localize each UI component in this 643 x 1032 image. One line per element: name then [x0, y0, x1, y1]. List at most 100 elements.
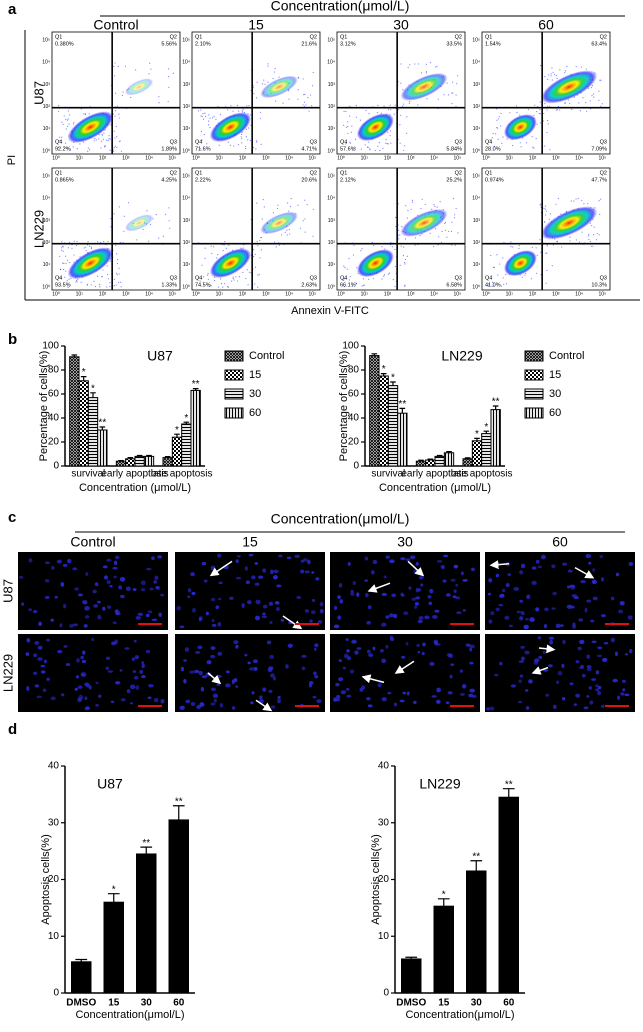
nucleus: [314, 675, 319, 679]
micrograph: [485, 552, 635, 630]
significance: *: [184, 413, 188, 424]
nucleus: [381, 697, 387, 702]
quadrant-name: Q3: [310, 275, 317, 281]
event-dot: [368, 113, 370, 115]
event-dot: [218, 144, 220, 146]
quadrant-name: Q4: [195, 139, 202, 145]
event-dot: [76, 148, 78, 150]
event-dot: [286, 229, 288, 231]
nucleus: [427, 595, 432, 599]
event-dot: [540, 64, 542, 67]
nucleus: [591, 640, 597, 644]
event-dot: [267, 65, 269, 67]
event-dot: [433, 245, 435, 248]
event-dot: [209, 126, 211, 129]
nucleus: [399, 699, 405, 703]
event-dot: [121, 94, 124, 97]
nucleus: [410, 555, 416, 560]
nucleus: [455, 583, 459, 587]
quadrant-name: Q4: [55, 139, 62, 145]
y-tick-label: 10²: [473, 104, 481, 110]
nucleus: [151, 556, 155, 561]
quadrant-name: Q1: [55, 170, 62, 176]
nucleus: [499, 661, 503, 666]
event-dot: [570, 200, 572, 202]
nucleus: [537, 636, 542, 640]
event-dot: [519, 142, 521, 144]
x-tick-label: 60: [173, 998, 185, 1009]
nucleus: [520, 563, 526, 569]
event-dot: [443, 94, 445, 96]
nucleus: [315, 577, 320, 581]
event-dot: [545, 210, 548, 212]
nucleus: [216, 553, 222, 558]
x-tick-label: 10¹: [361, 291, 369, 297]
arrow: [394, 660, 415, 674]
column-label: 15: [242, 534, 258, 550]
event-dot: [303, 105, 305, 107]
event-dot: [238, 110, 240, 112]
event-dot: [582, 97, 584, 99]
event-dot: [66, 119, 69, 121]
event-dot: [157, 237, 160, 239]
density-cloud: [400, 208, 448, 237]
event-dot: [124, 65, 127, 67]
nucleus: [120, 698, 126, 702]
nucleus: [465, 643, 471, 647]
event-dot: [282, 102, 284, 104]
event-dot: [592, 93, 595, 95]
nucleus: [34, 641, 40, 645]
quadrant-percent: 57.6%: [340, 146, 356, 152]
flow-plot: Q10.974%Q247.7%Q310.3%Q441.0%10⁰10⁰10¹10…: [472, 167, 611, 297]
nucleus: [548, 664, 553, 668]
event-dot: [453, 214, 456, 216]
nucleus: [537, 565, 543, 569]
y-tick-label: 10³: [473, 82, 481, 88]
nucleus: [447, 691, 453, 695]
event-dot: [127, 202, 130, 204]
legend-swatch: [224, 388, 244, 400]
event-dot: [525, 142, 528, 144]
nucleus: [621, 679, 626, 683]
quadrant-percent: 7.09%: [591, 146, 607, 152]
event-dot: [76, 244, 78, 247]
quadrant-name: Q1: [195, 34, 202, 40]
quadrant-percent: 2.63%: [301, 282, 317, 288]
event-dot: [256, 81, 258, 83]
event-dot: [112, 113, 114, 115]
y-tick-label: 10¹: [328, 262, 336, 268]
x-tick-label: 10⁴: [285, 291, 293, 297]
event-dot: [343, 279, 345, 281]
column-label: 30: [393, 17, 409, 33]
nucleus: [275, 606, 280, 612]
image-frame: [330, 634, 480, 712]
event-dot: [113, 65, 115, 67]
event-dot: [113, 75, 116, 77]
event-dot: [59, 139, 61, 142]
event-dot: [404, 258, 406, 261]
legend-swatch: [224, 407, 244, 419]
nucleus: [368, 653, 374, 657]
event-dot: [496, 254, 498, 256]
y-tick-label: 10¹: [183, 262, 191, 268]
nucleus: [487, 592, 491, 596]
event-dot: [500, 112, 502, 115]
nucleus: [82, 600, 88, 605]
y-tick-label: 20: [348, 437, 360, 448]
nucleus: [519, 674, 524, 678]
event-dot: [105, 139, 108, 141]
nucleus: [184, 647, 190, 652]
event-dot: [311, 85, 314, 87]
event-dot: [242, 108, 244, 110]
event-dot: [57, 110, 60, 112]
nucleus: [301, 666, 306, 671]
nucleus: [489, 706, 495, 711]
nucleus: [336, 694, 341, 699]
nucleus: [333, 697, 338, 702]
nucleus: [200, 687, 205, 692]
event-dot: [401, 225, 403, 228]
event-dot: [434, 66, 437, 68]
event-dot: [67, 110, 69, 112]
event-dot: [254, 253, 256, 256]
y-tick-label: 80: [48, 365, 60, 376]
